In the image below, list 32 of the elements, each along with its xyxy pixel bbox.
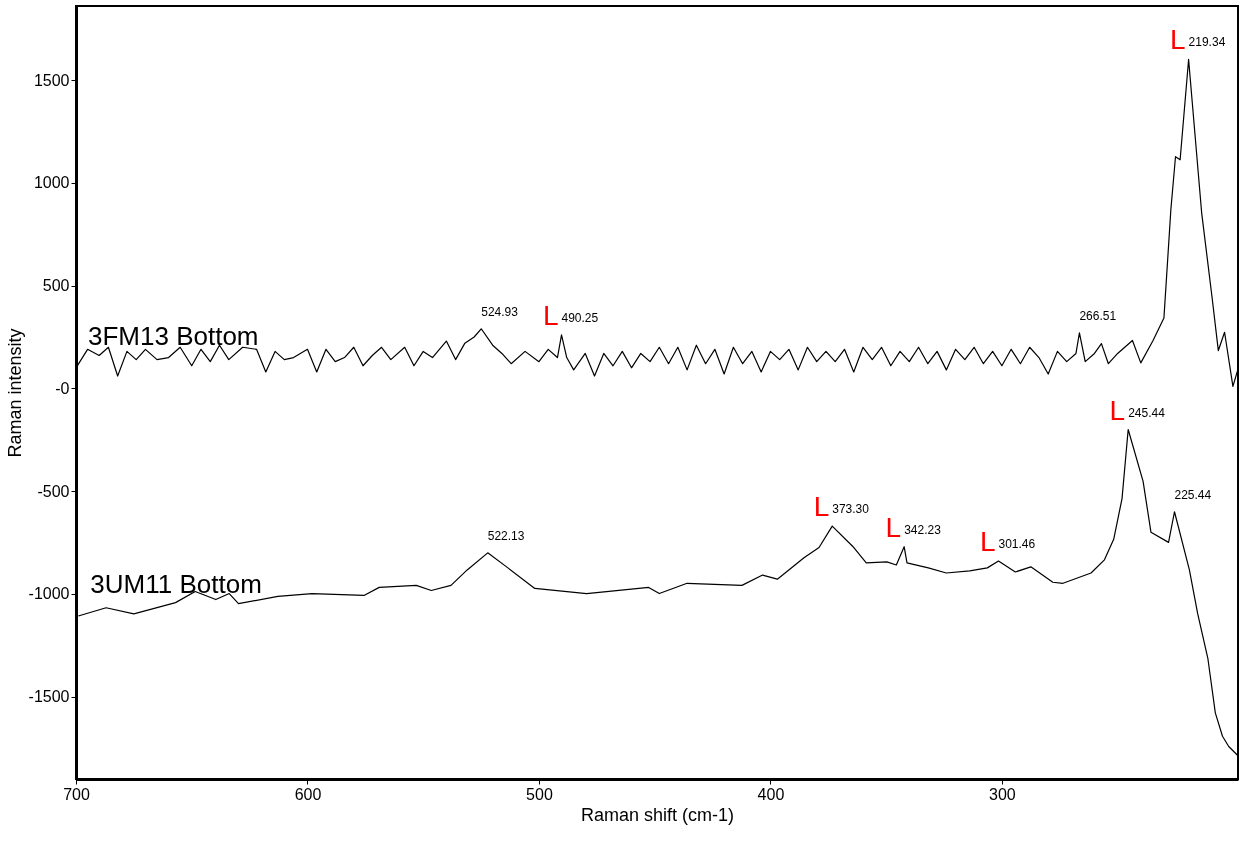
annotation: 301.46 — [998, 537, 1036, 552]
annotation: 245.44 — [1128, 405, 1166, 420]
y-tick-label: 500 — [42, 277, 70, 295]
annotation: L — [979, 526, 996, 558]
annotation: L — [813, 491, 830, 523]
annotation: 522.13 — [487, 528, 525, 543]
series-label: 3UM11 Bottom — [90, 568, 262, 599]
x-tick-label: 400 — [757, 785, 785, 803]
annotation: 524.93 — [481, 304, 519, 319]
annotation: 219.34 — [1188, 35, 1226, 50]
x-tick-label: 500 — [526, 785, 553, 803]
annotation: L — [885, 511, 902, 543]
y-tick-label: -1500 — [28, 688, 70, 706]
annotation: 373.30 — [832, 502, 870, 517]
annotation: 342.23 — [904, 522, 942, 537]
annotation: L — [1109, 394, 1126, 426]
x-axis-title: Raman shift (cm-1) — [580, 804, 735, 825]
y-tick-label: -0 — [55, 379, 70, 397]
y-tick-label: 1500 — [33, 71, 70, 89]
y-axis-title: Raman intensity — [4, 328, 25, 458]
x-tick-label: 300 — [989, 785, 1016, 803]
annotation: L — [1170, 24, 1186, 56]
y-tick-label: 1000 — [33, 174, 70, 192]
x-tick-label: 600 — [294, 785, 322, 803]
annotation: 225.44 — [1174, 487, 1212, 502]
y-tick-label: -500 — [37, 482, 70, 500]
series-label: 3FM13 Bottom — [88, 320, 259, 351]
annotation: L — [542, 299, 559, 331]
x-tick-label: 700 — [63, 785, 90, 803]
y-tick-label: -1000 — [28, 585, 70, 603]
annotation: 490.25 — [561, 310, 599, 325]
annotation: 266.51 — [1079, 308, 1117, 323]
